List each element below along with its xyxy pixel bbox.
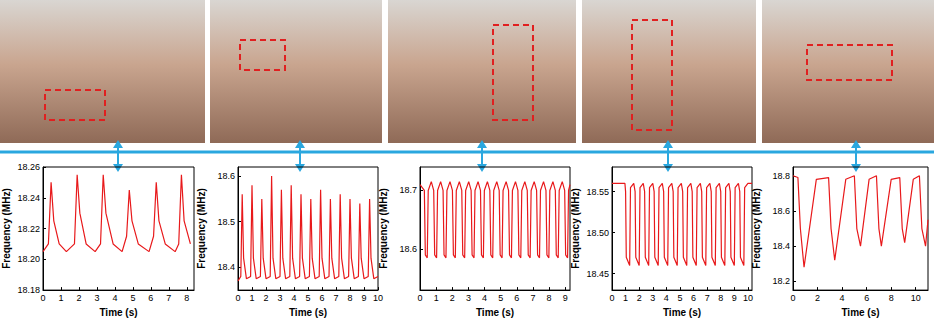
svg-text:6: 6: [148, 293, 153, 303]
svg-text:Time (s): Time (s): [476, 307, 514, 318]
svg-text:0: 0: [417, 293, 422, 303]
svg-text:4: 4: [840, 293, 845, 303]
svg-text:8: 8: [547, 293, 552, 303]
svg-text:4: 4: [664, 293, 669, 303]
svg-text:6: 6: [691, 293, 696, 303]
svg-text:3: 3: [466, 293, 471, 303]
svg-text:18.18: 18.18: [17, 285, 40, 295]
svg-text:18.5: 18.5: [217, 217, 235, 227]
svg-text:18.24: 18.24: [17, 193, 40, 203]
svg-text:3: 3: [277, 293, 282, 303]
svg-text:9: 9: [732, 293, 737, 303]
svg-text:0: 0: [790, 293, 795, 303]
svg-text:4: 4: [291, 293, 296, 303]
svg-text:Time (s): Time (s): [663, 307, 701, 318]
svg-text:Frequency (MHz): Frequency (MHz): [378, 188, 389, 269]
svg-text:Frequency (MHz): Frequency (MHz): [1, 188, 12, 269]
svg-text:7: 7: [530, 293, 535, 303]
svg-text:Time (s): Time (s): [99, 307, 137, 318]
svg-text:18.22: 18.22: [17, 224, 40, 234]
svg-text:2: 2: [263, 293, 268, 303]
svg-text:18.6: 18.6: [217, 171, 235, 181]
svg-text:9: 9: [563, 293, 568, 303]
svg-text:4: 4: [112, 293, 117, 303]
svg-text:18.6: 18.6: [772, 206, 790, 216]
svg-text:10: 10: [743, 293, 753, 303]
svg-text:2: 2: [637, 293, 642, 303]
svg-text:1: 1: [623, 293, 628, 303]
svg-text:5: 5: [305, 293, 310, 303]
svg-text:Time (s): Time (s): [841, 307, 879, 318]
svg-text:10: 10: [373, 293, 383, 303]
svg-text:18.50: 18.50: [586, 228, 609, 238]
svg-text:3: 3: [650, 293, 655, 303]
svg-text:18.26: 18.26: [17, 162, 40, 172]
svg-text:8: 8: [718, 293, 723, 303]
svg-text:5: 5: [498, 293, 503, 303]
svg-text:5: 5: [130, 293, 135, 303]
svg-text:18.4: 18.4: [217, 262, 235, 272]
svg-text:8: 8: [889, 293, 894, 303]
svg-text:18.4: 18.4: [772, 241, 790, 251]
svg-text:3: 3: [94, 293, 99, 303]
svg-text:2: 2: [450, 293, 455, 303]
svg-text:2: 2: [815, 293, 820, 303]
svg-text:1: 1: [249, 293, 254, 303]
svg-text:Frequency (MHz): Frequency (MHz): [570, 188, 581, 269]
svg-text:2: 2: [76, 293, 81, 303]
svg-text:6: 6: [864, 293, 869, 303]
svg-text:5: 5: [677, 293, 682, 303]
svg-text:7: 7: [333, 293, 338, 303]
svg-text:1: 1: [434, 293, 439, 303]
svg-text:10: 10: [911, 293, 921, 303]
svg-text:0: 0: [40, 293, 45, 303]
svg-text:18.6: 18.6: [399, 244, 417, 254]
svg-text:18.7: 18.7: [399, 185, 417, 195]
svg-text:6: 6: [319, 293, 324, 303]
svg-text:0: 0: [609, 293, 614, 303]
svg-text:1: 1: [58, 293, 63, 303]
svg-text:4: 4: [482, 293, 487, 303]
svg-text:18.20: 18.20: [17, 254, 40, 264]
svg-text:7: 7: [705, 293, 710, 303]
svg-text:Frequency (MHz): Frequency (MHz): [196, 188, 207, 269]
svg-text:18.8: 18.8: [772, 171, 790, 181]
svg-text:8: 8: [347, 293, 352, 303]
svg-text:Time (s): Time (s): [289, 307, 327, 318]
svg-text:18.55: 18.55: [586, 187, 609, 197]
svg-text:8: 8: [184, 293, 189, 303]
svg-text:Frequency (MHz): Frequency (MHz): [751, 188, 762, 269]
svg-text:0: 0: [235, 293, 240, 303]
svg-text:6: 6: [514, 293, 519, 303]
svg-text:18.45: 18.45: [586, 269, 609, 279]
svg-text:9: 9: [361, 293, 366, 303]
svg-text:18.2: 18.2: [772, 276, 790, 286]
svg-text:7: 7: [166, 293, 171, 303]
